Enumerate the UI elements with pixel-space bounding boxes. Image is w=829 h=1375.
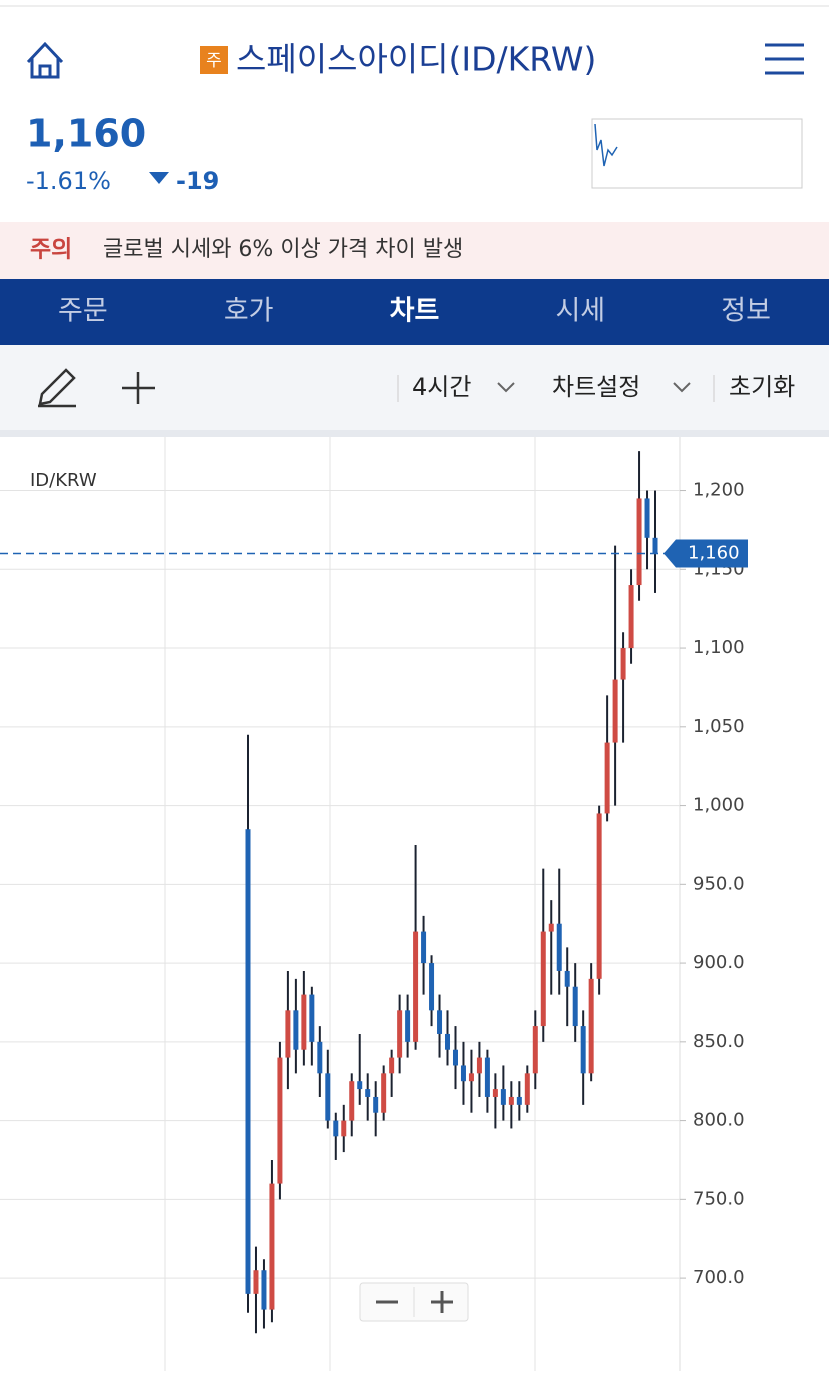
candle-body — [253, 1270, 259, 1294]
candle-body — [285, 1010, 291, 1058]
price: 1,160 — [26, 112, 146, 156]
change: -19 — [176, 167, 219, 195]
candle-body — [644, 498, 650, 538]
menu-button[interactable] — [765, 43, 804, 75]
zoom-in[interactable] — [431, 1291, 453, 1313]
y-tick-label: 1,050 — [693, 716, 745, 737]
candle-body — [397, 1010, 403, 1058]
settings-caret — [673, 382, 691, 393]
settings-select[interactable]: 차트설정 — [552, 373, 640, 401]
candle-body — [516, 1096, 522, 1105]
candle-body — [492, 1089, 498, 1097]
candle-body — [572, 986, 578, 1027]
candle-body — [532, 1026, 538, 1074]
y-tick-label: 900.0 — [693, 952, 745, 973]
mini-chart-line — [594, 123, 618, 167]
coin-title: 스페이스아이디(ID/KRW) — [236, 40, 596, 79]
candle-body — [349, 1081, 355, 1121]
candle-body — [381, 1073, 387, 1113]
home-button[interactable] — [26, 41, 64, 79]
y-tick-label: 1,100 — [693, 637, 745, 658]
chart-top-border — [0, 430, 829, 437]
candle-body — [357, 1081, 363, 1090]
zoom-controls — [359, 1282, 469, 1322]
candle-body — [413, 931, 419, 1042]
candle-body — [429, 963, 435, 1011]
candle-body — [333, 1120, 339, 1137]
candle-body — [452, 1049, 458, 1066]
candle-body — [636, 498, 642, 586]
candle-body — [484, 1057, 490, 1097]
candle-body — [245, 829, 251, 1294]
chart-title: ID/KRW — [30, 470, 97, 491]
notice-text: 글로벌 시세와 6% 이상 가격 차이 발생 — [103, 237, 463, 262]
candle-body — [293, 1010, 299, 1050]
y-tick-label: 1,000 — [693, 795, 745, 816]
candle-body — [604, 742, 610, 814]
candle-body — [540, 931, 546, 1027]
reset-button[interactable]: 초기화 — [729, 373, 795, 401]
candle-body — [556, 923, 562, 971]
x-grid — [164, 437, 536, 1371]
candle-body — [277, 1057, 283, 1184]
y-tick-label: 950.0 — [693, 873, 745, 894]
change-rate: -1.61% — [26, 167, 111, 195]
candle-body — [596, 813, 602, 979]
candle-body — [460, 1065, 466, 1082]
candle-body — [269, 1183, 275, 1310]
candle-body — [261, 1270, 267, 1310]
y-tick-label: 750.0 — [693, 1188, 745, 1209]
candle-body — [317, 1041, 323, 1074]
interval-caret — [497, 382, 515, 393]
candle-body — [652, 537, 658, 554]
candle-body — [389, 1057, 395, 1074]
candle-body — [612, 679, 618, 743]
draw-tool[interactable] — [38, 368, 76, 408]
tab[interactable]: 시세 — [555, 296, 605, 327]
candle-body — [341, 1120, 347, 1137]
badge: 주 — [206, 51, 222, 71]
candle-body — [628, 585, 634, 649]
candle-body — [405, 1010, 411, 1042]
candle-body — [309, 994, 315, 1042]
tab-bar — [0, 279, 829, 345]
tab[interactable]: 차트 — [390, 296, 440, 327]
tab[interactable]: 정보 — [721, 296, 771, 327]
candle-body — [325, 1073, 331, 1121]
candle-body — [468, 1073, 474, 1082]
candle-body — [524, 1073, 530, 1105]
tab[interactable]: 주문 — [58, 296, 108, 327]
interval-select[interactable]: 4시간 — [412, 373, 471, 401]
candle-body — [548, 923, 554, 932]
y-tick-label: 800.0 — [693, 1110, 745, 1131]
tab[interactable]: 호가 — [224, 296, 274, 327]
badge-box — [200, 46, 228, 74]
y-tick-label: 700.0 — [693, 1267, 745, 1288]
crosshair-tool[interactable] — [122, 372, 155, 404]
notice-label: 주의 — [30, 237, 72, 263]
candle-body — [508, 1096, 514, 1105]
current-price-tag — [664, 539, 748, 568]
candle-body — [437, 1010, 443, 1034]
candle-body — [620, 648, 626, 680]
notice-bar — [0, 222, 829, 279]
candle-body — [564, 970, 570, 987]
candle-body — [373, 1096, 379, 1113]
y-tick-label: 1,200 — [693, 480, 745, 501]
candle-body — [301, 994, 307, 1050]
candle-body — [500, 1089, 506, 1105]
candle-body — [421, 931, 427, 964]
candle-body — [445, 1033, 451, 1050]
candle-body — [476, 1057, 482, 1074]
down-arrow — [149, 172, 169, 184]
y-tick-label: 850.0 — [693, 1031, 745, 1052]
candle-body — [365, 1089, 371, 1097]
mini-chart[interactable] — [591, 118, 803, 189]
candle-body — [588, 978, 594, 1074]
current-price-label: 1,160 — [688, 543, 740, 564]
candle-body — [580, 1026, 586, 1074]
